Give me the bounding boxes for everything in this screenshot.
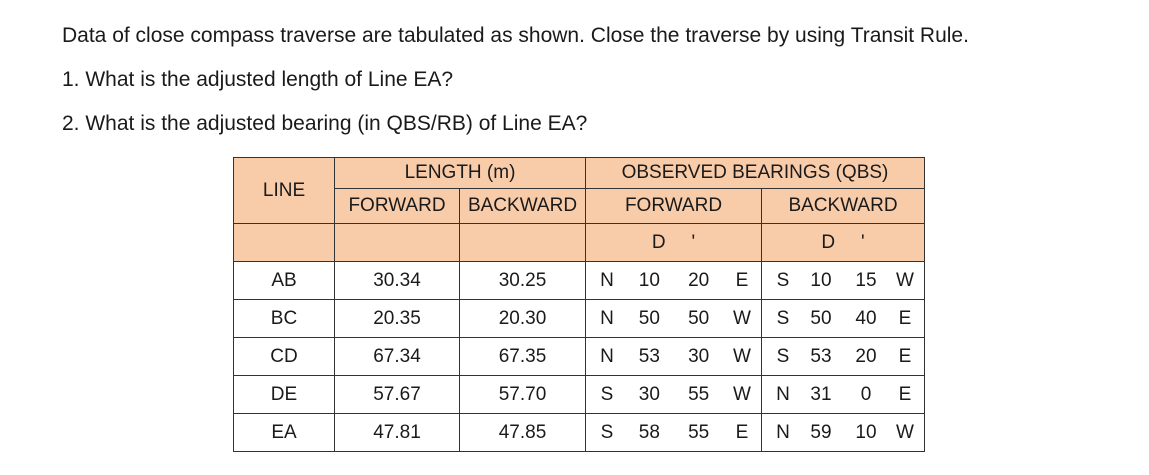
bearing-quadrant-ew: W bbox=[733, 383, 751, 405]
bearing-quadrant-ew: W bbox=[896, 269, 914, 291]
bearing-backward: S 10 15 W bbox=[761, 261, 925, 300]
bearing-forward: N 10 20 E bbox=[585, 261, 762, 300]
bearing-quadrant-ew: E bbox=[898, 383, 912, 405]
bearing-forward: S 30 55 W bbox=[585, 375, 762, 414]
line-name: CD bbox=[233, 337, 335, 376]
bearing-minutes: 15 bbox=[855, 269, 877, 291]
length-backward: 67.35 bbox=[459, 337, 586, 376]
line-name: DE bbox=[233, 375, 335, 414]
bearing-quadrant-ew: W bbox=[733, 345, 751, 367]
bearing-degrees: 50 bbox=[810, 307, 832, 329]
bearing-forward: N 53 30 W bbox=[585, 337, 762, 376]
bearing-minutes: 10 bbox=[855, 421, 877, 443]
length-backward: 47.85 bbox=[459, 413, 586, 452]
bearing-quadrant-ns: N bbox=[600, 269, 614, 291]
bearing-degrees: 58 bbox=[638, 421, 660, 443]
bearing-quadrant-ns: S bbox=[776, 269, 790, 291]
bearing-degrees: 53 bbox=[810, 345, 832, 367]
bearing-quadrant-ew: E bbox=[735, 421, 749, 443]
problem-statement: Data of close compass traverse are tabul… bbox=[62, 24, 969, 47]
length-forward: 67.34 bbox=[334, 337, 460, 376]
length-forward: 20.35 bbox=[334, 299, 460, 338]
question-2: 2. What is the adjusted bearing (in QBS/… bbox=[62, 112, 588, 135]
bearing-backward: N 59 10 W bbox=[761, 413, 925, 452]
bearing-quadrant-ns: S bbox=[776, 307, 790, 329]
header-blank bbox=[233, 223, 335, 262]
line-name: BC bbox=[233, 299, 335, 338]
bearing-quadrant-ns: N bbox=[776, 421, 790, 443]
bearing-degrees: 59 bbox=[810, 421, 832, 443]
bearing-backward: S 53 20 E bbox=[761, 337, 925, 376]
table-row: BC 20.35 20.30 N 50 50 W S 50 40 E bbox=[233, 299, 925, 338]
degree-label: D bbox=[821, 231, 836, 253]
bearing-degrees: 10 bbox=[638, 269, 660, 291]
bearing-quadrant-ns: S bbox=[776, 345, 790, 367]
bearing-minutes: 30 bbox=[688, 345, 710, 367]
minute-label: ' bbox=[691, 231, 696, 253]
line-name: EA bbox=[233, 413, 335, 452]
question-1: 1. What is the adjusted length of Line E… bbox=[62, 68, 454, 91]
bearing-quadrant-ns: N bbox=[600, 307, 614, 329]
header-dm-backward: D ' bbox=[761, 223, 925, 262]
bearing-backward: N 31 0 E bbox=[761, 375, 925, 414]
length-backward: 30.25 bbox=[459, 261, 586, 300]
bearing-forward: N 50 50 W bbox=[585, 299, 762, 338]
traverse-table: LINE LENGTH (m) OBSERVED BEARINGS (QBS) … bbox=[233, 157, 925, 452]
bearing-degrees: 30 bbox=[638, 383, 660, 405]
bearing-backward: S 50 40 E bbox=[761, 299, 925, 338]
bearing-quadrant-ns: S bbox=[600, 421, 614, 443]
bearing-minutes: 40 bbox=[855, 307, 877, 329]
bearing-quadrant-ew: E bbox=[898, 307, 912, 329]
table-row: CD 67.34 67.35 N 53 30 W S 53 20 E bbox=[233, 337, 925, 376]
length-backward: 20.30 bbox=[459, 299, 586, 338]
bearing-forward: S 58 55 E bbox=[585, 413, 762, 452]
bearing-minutes: 55 bbox=[688, 421, 710, 443]
bearing-quadrant-ew: W bbox=[733, 307, 751, 329]
bearing-quadrant-ew: E bbox=[735, 269, 749, 291]
header-bearing-forward: FORWARD bbox=[585, 188, 762, 224]
header-line: LINE bbox=[233, 157, 335, 224]
length-backward: 57.70 bbox=[459, 375, 586, 414]
minute-label: ' bbox=[861, 231, 865, 253]
bearing-quadrant-ew: W bbox=[896, 421, 914, 443]
bearing-minutes: 0 bbox=[860, 383, 872, 405]
bearing-minutes: 55 bbox=[688, 383, 710, 405]
header-length-backward: BACKWARD bbox=[459, 188, 586, 224]
header-observed-bearings: OBSERVED BEARINGS (QBS) bbox=[585, 157, 925, 189]
table-row: AB 30.34 30.25 N 10 20 E S 10 15 W bbox=[233, 261, 925, 300]
bearing-degrees: 31 bbox=[810, 383, 832, 405]
bearing-quadrant-ns: N bbox=[776, 383, 790, 405]
length-forward: 47.81 bbox=[334, 413, 460, 452]
line-name: AB bbox=[233, 261, 335, 300]
length-forward: 57.67 bbox=[334, 375, 460, 414]
length-forward: 30.34 bbox=[334, 261, 460, 300]
bearing-quadrant-ns: N bbox=[600, 345, 614, 367]
bearing-degrees: 10 bbox=[810, 269, 832, 291]
bearing-minutes: 20 bbox=[855, 345, 877, 367]
table-row: DE 57.67 57.70 S 30 55 W N 31 0 E bbox=[233, 375, 925, 414]
bearing-quadrant-ew: E bbox=[898, 345, 912, 367]
bearing-quadrant-ns: S bbox=[600, 383, 614, 405]
header-bearing-backward: BACKWARD bbox=[761, 188, 925, 224]
degree-label: D bbox=[651, 231, 666, 253]
header-length: LENGTH (m) bbox=[334, 157, 586, 189]
table-row: EA 47.81 47.85 S 58 55 E N 59 10 W bbox=[233, 413, 925, 452]
bearing-minutes: 50 bbox=[688, 307, 710, 329]
bearing-degrees: 53 bbox=[638, 345, 660, 367]
header-length-forward: FORWARD bbox=[334, 188, 460, 224]
header-blank bbox=[459, 223, 586, 262]
bearing-minutes: 20 bbox=[688, 269, 710, 291]
bearing-degrees: 50 bbox=[638, 307, 660, 329]
header-dm-forward: D ' bbox=[585, 223, 762, 262]
header-blank bbox=[334, 223, 460, 262]
